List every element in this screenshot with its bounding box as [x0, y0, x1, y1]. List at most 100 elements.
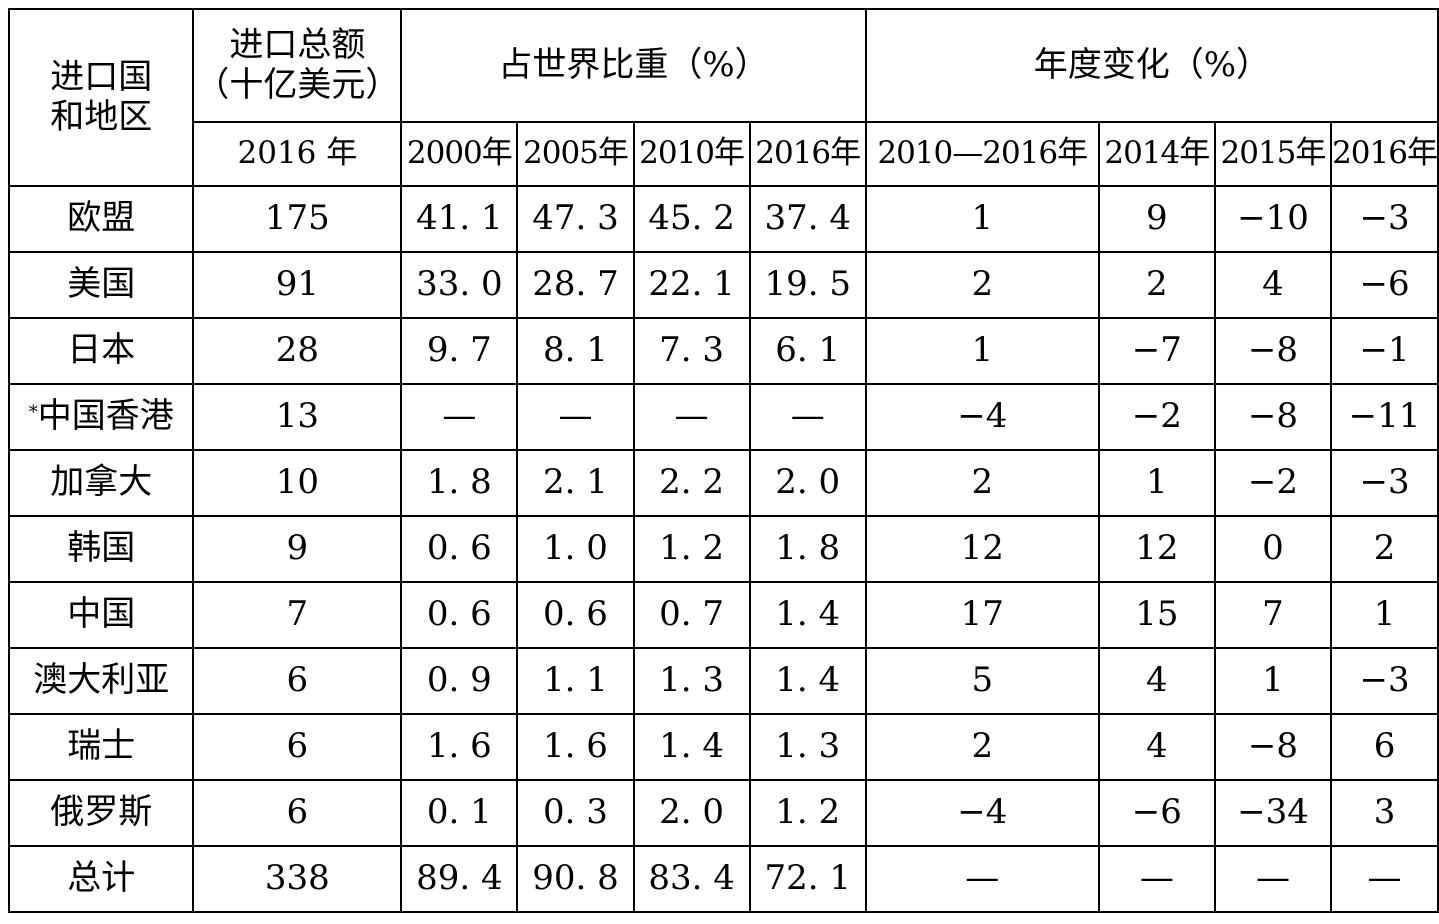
region-name: 俄罗斯 [50, 792, 153, 833]
region-name: 欧盟 [67, 198, 136, 239]
region-cell: 中国 [7, 581, 195, 649]
header-region-line1: 进口国 [50, 57, 153, 98]
share-cell: — [516, 383, 635, 451]
share-cell: 9. 7 [400, 317, 519, 385]
share-cell: 45. 2 [632, 185, 751, 253]
share-cell: 1. 6 [400, 713, 519, 781]
change-cell: 4 [1097, 647, 1216, 715]
change-cell: 1 [1097, 449, 1216, 517]
header-total-line1: 进口总额 [229, 25, 366, 66]
share-cell: 1. 8 [748, 515, 867, 583]
header-share-year: 2010年 [632, 121, 751, 187]
change-cell: −10 [1213, 185, 1333, 253]
header-change-year: 2010—2016年 [864, 121, 1100, 187]
share-cell: 47. 3 [516, 185, 635, 253]
header-change-year: 2015年 [1213, 121, 1333, 187]
share-cell: 0. 6 [400, 581, 519, 649]
header-total: 进口总额 （十亿美元） [192, 8, 403, 123]
change-cell: 1 [1213, 647, 1333, 715]
change-cell: −2 [1213, 449, 1333, 517]
change-cell: −3 [1330, 449, 1439, 517]
table-row: 瑞士 6 1. 6 1. 6 1. 4 1. 3 2 4 −8 6 [7, 713, 1439, 781]
header-row-1: 进口国 和地区 进口总额 （十亿美元） 占世界比重（%） 年度变化（%） [7, 8, 1439, 187]
change-cell: 17 [864, 581, 1100, 649]
table-row: 澳大利亚 6 0. 9 1. 1 1. 3 1. 4 5 4 1 −3 [7, 647, 1439, 715]
table-row: 日本 28 9. 7 8. 1 7. 3 6. 1 1 −7 −8 −1 [7, 317, 1439, 385]
change-cell: 7 [1213, 581, 1333, 649]
header-total-line2: （十亿美元） [195, 64, 400, 105]
region-name: 加拿大 [50, 462, 153, 503]
share-cell: 0. 6 [400, 515, 519, 583]
change-cell: 15 [1097, 581, 1216, 649]
share-cell: 1. 3 [748, 713, 867, 781]
header-share-year: 2000年 [400, 121, 519, 187]
share-cell: 1. 3 [632, 647, 751, 715]
region-name: 日本 [67, 330, 136, 371]
change-cell: −11 [1330, 383, 1439, 451]
change-cell: 3 [1330, 779, 1439, 847]
change-cell: 6 [1330, 713, 1439, 781]
table-row: 欧盟 175 41. 1 47. 3 45. 2 37. 4 1 9 −10 −3 [7, 185, 1439, 253]
table-row: *中国香港 13— — — — −4 −2 −8 −11 [7, 383, 1439, 451]
total-cell: 338 [192, 845, 403, 913]
change-cell: 2 [864, 713, 1100, 781]
change-cell: −3 [1330, 647, 1439, 715]
header-share: 占世界比重（%） [400, 8, 867, 123]
share-cell: 7. 3 [632, 317, 751, 385]
share-cell: 1. 4 [632, 713, 751, 781]
change-cell: −4 [864, 779, 1100, 847]
share-cell: — [400, 383, 519, 451]
change-cell: −8 [1213, 383, 1333, 451]
share-cell: 1. 2 [632, 515, 751, 583]
share-cell: 1. 0 [516, 515, 635, 583]
region-cell: 澳大利亚 [7, 647, 195, 715]
header-total-year: 2016 年 [192, 121, 403, 187]
import-data-table: 进口国 和地区 进口总额 （十亿美元） 占世界比重（%） 年度变化（%） 201… [7, 8, 1439, 913]
region-cell: *中国香港 [7, 383, 195, 451]
share-cell: 33. 0 [400, 251, 519, 319]
share-cell: 0. 6 [516, 581, 635, 649]
table-row: 美国 91 33. 0 28. 7 22. 1 19. 5 2 2 4 −6 [7, 251, 1439, 319]
region-cell: 俄罗斯 [7, 779, 195, 847]
share-cell: 0. 9 [400, 647, 519, 715]
change-cell: 4 [1097, 713, 1216, 781]
change-cell: −7 [1097, 317, 1216, 385]
change-cell: — [1097, 845, 1216, 913]
total-cell: 28 [192, 317, 403, 385]
share-cell: 37. 4 [748, 185, 867, 253]
share-cell: 0. 1 [400, 779, 519, 847]
share-cell: 72. 1 [748, 845, 867, 913]
total-cell: 7 [192, 581, 403, 649]
total-cell: 13 [192, 383, 403, 451]
share-cell: 19. 5 [748, 251, 867, 319]
change-cell: 9 [1097, 185, 1216, 253]
change-cell: −8 [1213, 317, 1333, 385]
total-cell: 175 [192, 185, 403, 253]
header-change-year: 2016年 [1330, 121, 1439, 187]
change-cell: 0 [1213, 515, 1333, 583]
region-name: 瑞士 [67, 726, 136, 767]
share-cell: 1. 4 [748, 647, 867, 715]
change-cell: — [864, 845, 1100, 913]
change-cell: 12 [1097, 515, 1216, 583]
change-cell: 1 [864, 185, 1100, 253]
share-cell: 0. 7 [632, 581, 751, 649]
share-cell: 89. 4 [400, 845, 519, 913]
share-cell: 1. 6 [516, 713, 635, 781]
region-cell: 加拿大 [7, 449, 195, 517]
total-cell: 10 [192, 449, 403, 517]
region-cell: 瑞士 [7, 713, 195, 781]
table-row: 俄罗斯 6 0. 1 0. 3 2. 0 1. 2 −4 −6 −34 3 [7, 779, 1439, 847]
share-cell: 2. 0 [748, 449, 867, 517]
change-cell: −34 [1213, 779, 1333, 847]
region-name: 总计 [67, 858, 136, 899]
table-row: 中国 7 0. 6 0. 6 0. 7 1. 4 17 15 7 1 [7, 581, 1439, 649]
total-cell: 91 [192, 251, 403, 319]
region-cell: 韩国 [7, 515, 195, 583]
region-name: 美国 [67, 264, 136, 305]
region-name: 澳大利亚 [33, 660, 170, 701]
header-change: 年度变化（%） [864, 8, 1439, 123]
header-share-year: 2016年 [748, 121, 867, 187]
change-cell: −4 [864, 383, 1100, 451]
share-cell: 41. 1 [400, 185, 519, 253]
